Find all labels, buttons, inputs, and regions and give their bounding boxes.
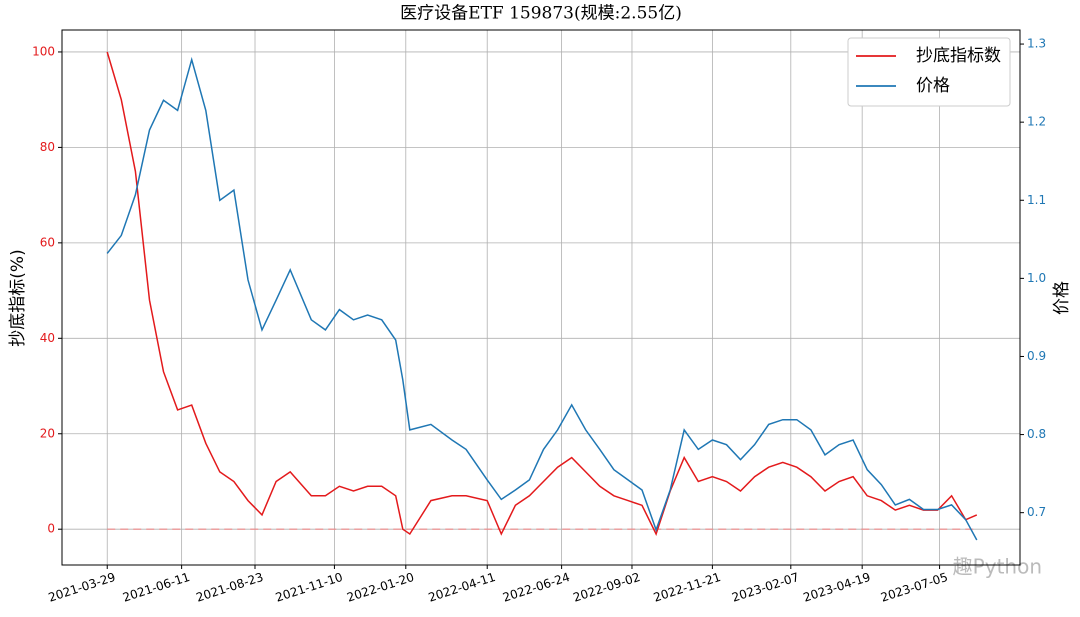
x-tick-label: 2021-11-10 <box>274 570 345 605</box>
x-tick-label: 2021-08-23 <box>194 570 265 605</box>
y2-tick-label: 1.3 <box>1027 37 1046 51</box>
series-line <box>106 56 978 541</box>
x-tick-label: 2022-09-02 <box>571 570 642 605</box>
y2-tick-label: 1.1 <box>1027 193 1046 207</box>
plot-frame <box>61 29 1021 566</box>
x-tick-label: 2021-06-11 <box>121 570 192 605</box>
y2-tick-label: 1.2 <box>1027 115 1046 129</box>
y-tick-label: 0 <box>47 522 55 536</box>
y-tick-label: 40 <box>40 331 55 345</box>
x-tick-label: 2022-04-11 <box>427 570 498 605</box>
x-tick-label: 2023-02-07 <box>730 570 801 605</box>
y-tick-label: 60 <box>40 235 55 249</box>
y2-tick-label: 0.7 <box>1027 505 1046 519</box>
watermark: 趣Python <box>953 555 1042 579</box>
y-tick-label: 80 <box>40 140 55 154</box>
y-tick-label: 20 <box>40 426 55 440</box>
x-tick-label: 2023-04-19 <box>802 570 873 605</box>
x-tick-label: 2023-07-05 <box>879 570 950 605</box>
legend-label: 价格 <box>916 76 950 96</box>
y2-tick-label: 1.0 <box>1027 271 1046 285</box>
x-tick-label: 2022-01-20 <box>345 570 416 605</box>
x-tick-label: 2022-11-21 <box>652 570 723 605</box>
y2-axis-label: 价格 <box>1052 281 1072 315</box>
series-line <box>106 51 978 536</box>
legend-box <box>847 37 1011 107</box>
x-tick-label: 2021-03-29 <box>47 570 118 605</box>
legend-label: 抄底指标数 <box>916 46 1001 66</box>
y2-tick-label: 0.9 <box>1027 349 1046 363</box>
y-axis-label: 抄底指标(%) <box>8 249 28 346</box>
x-tick-label: 2022-06-24 <box>501 570 572 605</box>
chart-title: 医疗设备ETF 159873(规模:2.55亿) <box>400 4 682 24</box>
y2-tick-label: 0.8 <box>1027 427 1046 441</box>
y-tick-label: 100 <box>32 44 55 58</box>
